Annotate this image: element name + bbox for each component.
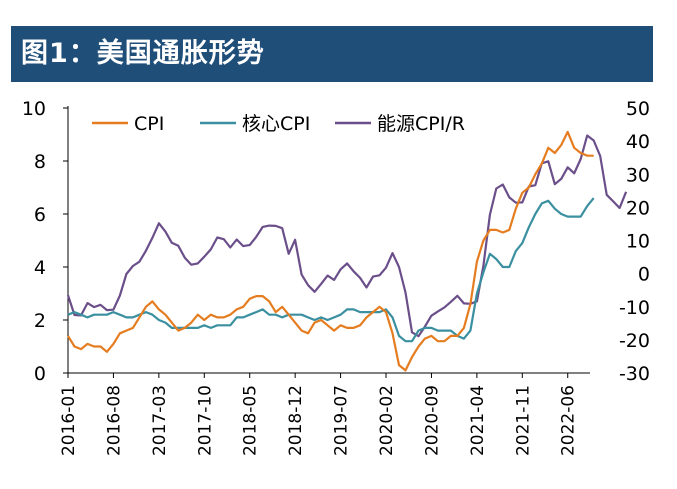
y-left-tick-label: 8 <box>34 151 46 173</box>
series-line-energy-cpi <box>66 134 628 338</box>
x-tick-label: 2016-01 <box>59 385 79 456</box>
x-tick-label: 2022-06 <box>559 385 579 456</box>
x-tick-label: 2019-07 <box>332 385 352 456</box>
chart-lines <box>66 130 628 372</box>
x-tick-label: 2020-09 <box>422 385 442 456</box>
y-right-tick-label: -30 <box>619 363 650 385</box>
y-right-tick-label: 20 <box>626 197 650 219</box>
title-bar: 图1：美国通胀形势 <box>11 26 653 82</box>
y-right-tick-label: 40 <box>626 131 650 153</box>
y-left-tick-label: 2 <box>34 310 46 332</box>
legend-label-energy-cpi: 能源CPI/R <box>377 113 465 135</box>
x-tick-label: 2018-05 <box>241 385 261 456</box>
x-tick-label: 2018-12 <box>286 385 306 456</box>
y-left-tick-label: 4 <box>34 257 46 279</box>
y-right-tick-label: 0 <box>638 264 650 286</box>
y-left-tick-label: 0 <box>34 363 46 385</box>
y-left-tick-label: 10 <box>22 98 46 120</box>
chart-legend: CPI 核心CPI 能源CPI/R <box>92 113 465 135</box>
y-left-tick-label: 6 <box>34 204 46 226</box>
legend-label-cpi: CPI <box>134 113 164 135</box>
x-tick-label: 2017-10 <box>195 385 215 456</box>
x-tick-label: 2021-04 <box>468 385 488 456</box>
page-title: 图1：美国通胀形势 <box>21 38 265 69</box>
x-tick-label: 2016-08 <box>104 385 124 456</box>
chart-axes: 0 2 4 6 8 10 -30 -20 -10 0 10 20 30 40 50 2016-01 2016-0… <box>22 98 650 456</box>
x-tick-label: 2020-02 <box>377 385 397 456</box>
y-right-tick-label: 50 <box>626 98 650 120</box>
y-right-tick-label: 30 <box>626 164 650 186</box>
series-line-core-cpi <box>67 197 595 343</box>
y-right-tick-label: -10 <box>619 297 650 319</box>
series-line-cpi <box>67 130 594 372</box>
y-right-tick-label: 10 <box>626 231 650 253</box>
x-tick-label: 2017-03 <box>150 385 170 456</box>
legend-label-core-cpi: 核心CPI <box>242 113 310 135</box>
y-right-tick-label: -20 <box>619 330 650 352</box>
x-tick-label: 2021-11 <box>513 385 533 456</box>
